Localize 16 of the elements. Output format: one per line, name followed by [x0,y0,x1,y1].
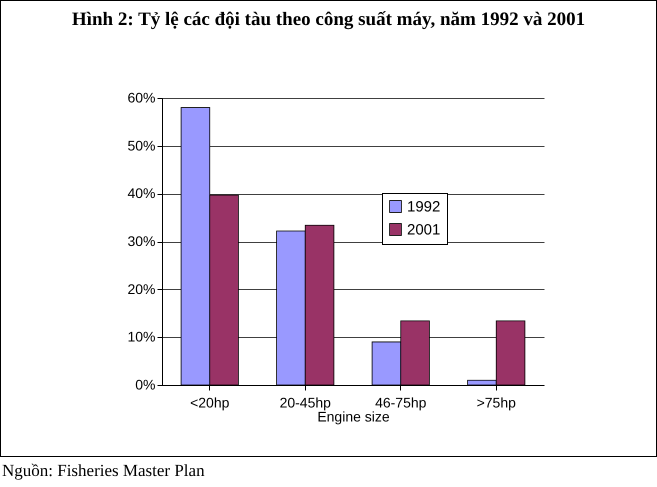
x-tick-label: 46-75hp [375,394,427,410]
legend-label: 1992 [407,198,440,216]
x-tick-label: <20hp [190,394,230,410]
y-tick-label: 50% [127,137,156,154]
text: Nguồn: Fisheries Master Plan [2,461,205,481]
y-tick-label: 10% [127,328,156,345]
x-tick-label: 20-45hp [280,394,332,410]
y-tick-label: 60% [127,90,156,106]
y-tick-label: 30% [127,233,156,249]
y-tick-label: 0% [135,376,156,392]
legend-label: 2001 [407,222,440,238]
y-tick-label: 20% [127,280,156,297]
x-axis-title: Engine size [317,408,390,424]
chart-title: Hình 2: Tỷ lệ các đội tàu theo công suất máy, năm 1992 và 2001 [70,8,586,32]
y-tick-label: 40% [127,185,156,202]
x-tick-label: >75hp [476,394,516,410]
